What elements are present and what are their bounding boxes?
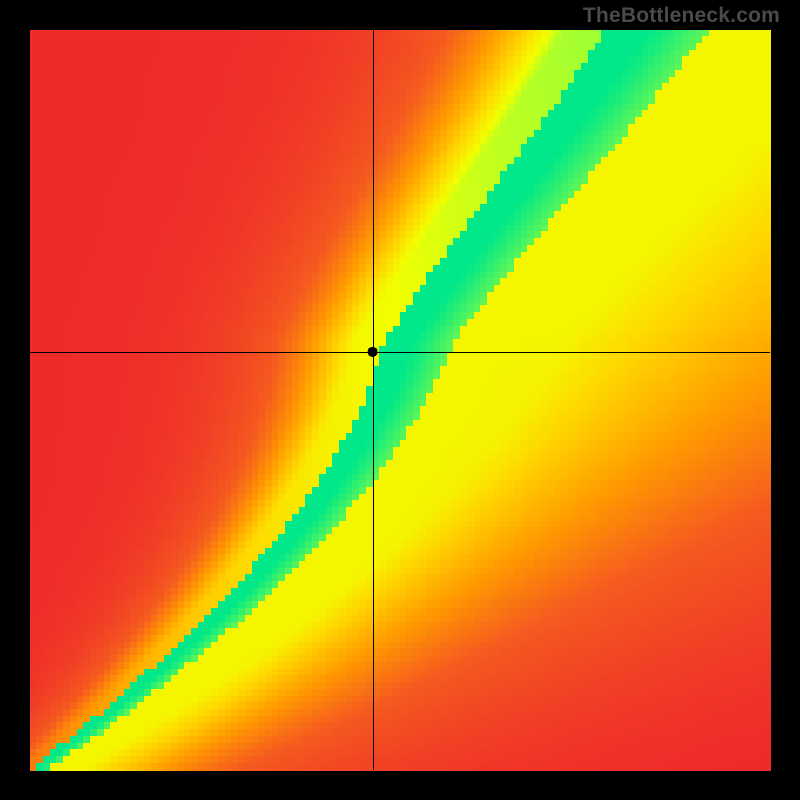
heatmap-chart — [0, 0, 800, 800]
watermark-text: TheBottleneck.com — [583, 4, 780, 28]
